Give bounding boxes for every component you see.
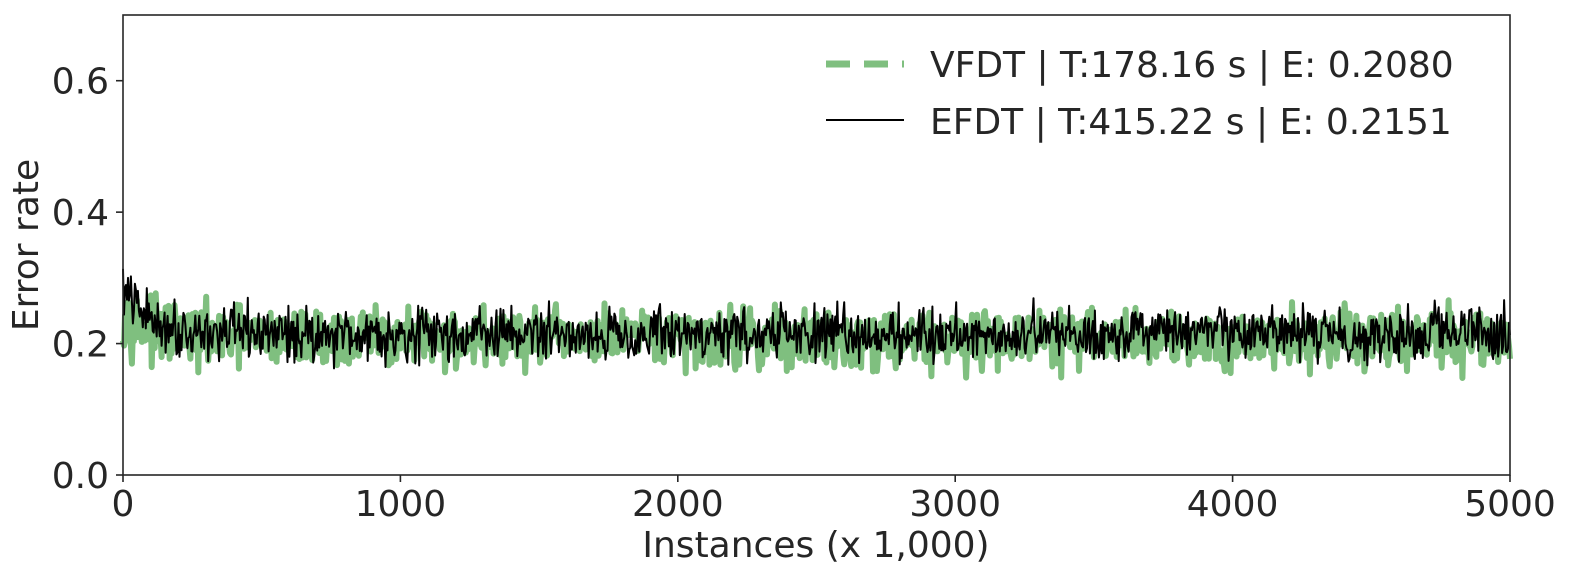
y-axis-ticks: 0.0 0.2 0.4 0.6 [52,62,123,497]
y-axis-label: Error rate [6,159,47,331]
legend: VFDT | T:178.16 s | E: 0.2080 EFDT | T:4… [826,45,1454,143]
x-axis-ticks: 0 1000 2000 3000 4000 5000 [112,475,1556,525]
y-tick-label: 0.4 [52,193,109,234]
plot-frame [122,14,1511,476]
series-layer [120,268,1513,381]
x-tick-label: 0 [112,484,135,525]
plot-background [123,15,1510,475]
series-line-efdt [122,268,1511,370]
x-axis-label: Instances (x 1,000) [642,525,989,566]
x-tick-label: 5000 [1464,484,1556,525]
y-tick-label: 0.0 [52,456,109,497]
x-tick-label: 4000 [1187,484,1279,525]
legend-label-efdt: EFDT | T:415.22 s | E: 0.2151 [930,102,1452,143]
y-tick-label: 0.6 [52,62,109,103]
x-tick-label: 2000 [632,484,724,525]
x-tick-label: 1000 [355,484,447,525]
legend-label-vfdt: VFDT | T:178.16 s | E: 0.2080 [930,45,1454,86]
y-tick-label: 0.2 [52,325,109,366]
x-tick-label: 3000 [909,484,1001,525]
